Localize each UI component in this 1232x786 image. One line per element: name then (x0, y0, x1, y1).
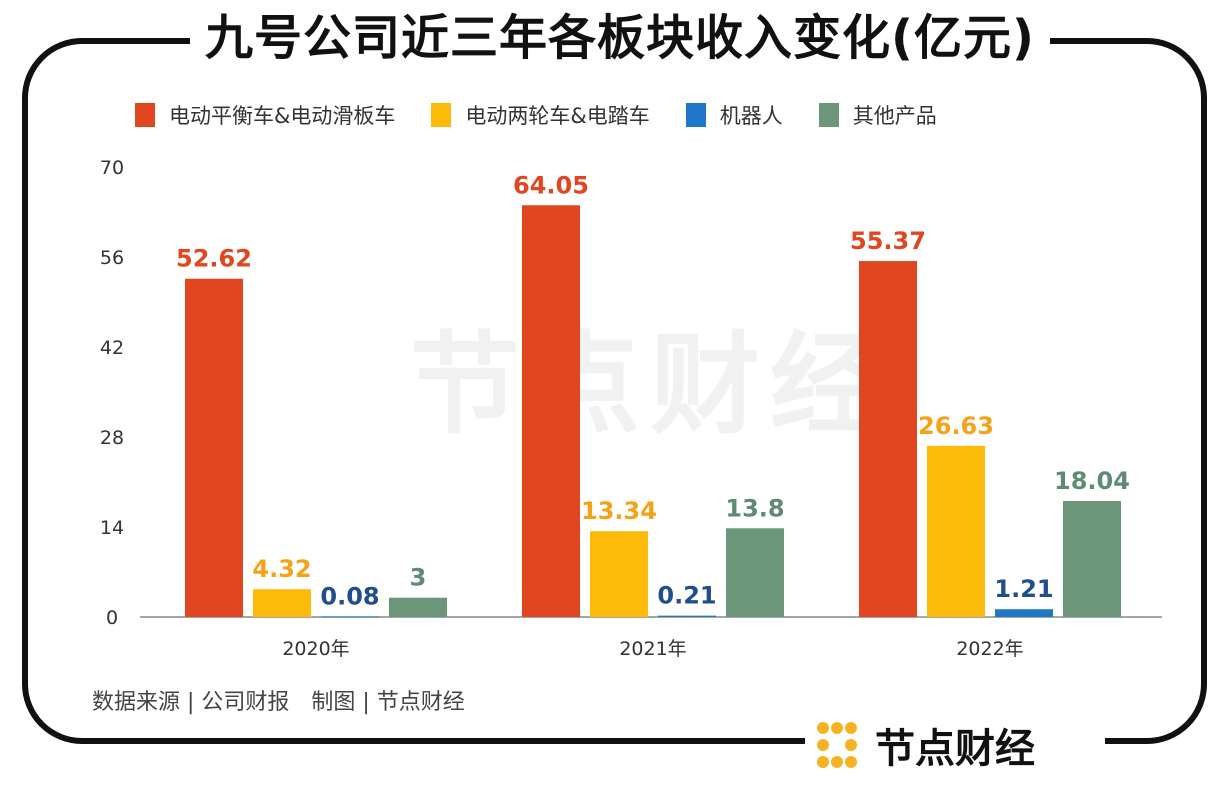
data-label: 3 (410, 564, 427, 592)
legend-swatch (135, 103, 155, 127)
bar (253, 589, 311, 617)
legend-label: 电动两轮车&电踏车 (465, 104, 650, 128)
data-label: 0.08 (320, 582, 379, 610)
source-note: 数据来源 | 公司财报 制图 | 节点财经 (92, 690, 465, 715)
legend-item: 机器人 (685, 100, 783, 130)
bar (995, 609, 1053, 617)
legend-swatch (818, 103, 839, 127)
bar (927, 445, 985, 617)
bar (185, 278, 243, 617)
legend-label: 电动平衡车&电动滑板车 (169, 104, 396, 128)
y-tick-label: 28 (100, 427, 124, 449)
legend-label: 其他产品 (852, 104, 937, 128)
y-tick-label: 42 (100, 337, 124, 359)
bar (389, 597, 447, 617)
data-label: 13.8 (725, 494, 784, 522)
data-label: 26.63 (918, 412, 994, 440)
legend-item: 电动两轮车&电踏车 (431, 100, 650, 130)
legend-label: 机器人 (719, 104, 783, 128)
legend-swatch (685, 103, 706, 127)
x-tick-label: 2021年 (619, 638, 686, 660)
bar (590, 531, 648, 617)
y-tick-label: 14 (100, 517, 124, 539)
data-label: 64.05 (513, 171, 589, 199)
y-tick-label: 70 (100, 157, 124, 179)
x-tick-label: 2020年 (282, 638, 349, 660)
legend: 电动平衡车&电动滑板车 电动两轮车&电踏车 机器人 其他产品 (135, 100, 937, 130)
bar (658, 615, 716, 617)
y-tick-label: 0 (106, 607, 118, 629)
data-label: 18.04 (1054, 467, 1130, 495)
bar (321, 616, 379, 618)
data-label: 1.21 (994, 575, 1053, 603)
x-tick-label: 2022年 (956, 638, 1023, 660)
legend-item: 电动平衡车&电动滑板车 (135, 100, 395, 130)
data-label: 4.32 (252, 555, 311, 583)
data-label: 0.21 (657, 582, 716, 610)
logo-icon (817, 722, 857, 768)
bar (522, 205, 580, 617)
data-label: 13.34 (581, 497, 657, 525)
brand-logo: 节点财经 (805, 712, 1105, 778)
legend-swatch (431, 103, 452, 127)
data-label: 55.37 (850, 227, 926, 255)
logo-text: 节点财经 (875, 726, 1035, 772)
legend-item: 其他产品 (818, 100, 937, 130)
bar (1063, 501, 1121, 617)
watermark: 节点财经 (410, 321, 890, 449)
data-label: 52.62 (176, 245, 252, 273)
bar (726, 528, 784, 617)
chart-title: 九号公司近三年各板块收入变化(亿元) (190, 2, 1050, 74)
y-tick-label: 56 (100, 247, 124, 269)
bar (859, 261, 917, 617)
